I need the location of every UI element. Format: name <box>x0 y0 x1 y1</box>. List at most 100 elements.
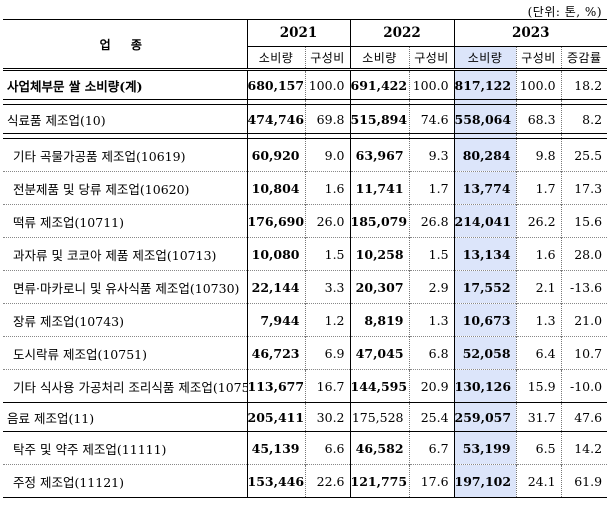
cell-consumption-2022: 691,422 <box>349 69 410 100</box>
cell-consumption-2023: 13,134 <box>453 237 517 271</box>
cell-composition-2022: 6.8 <box>408 336 455 370</box>
cell-composition-2022: 1.5 <box>408 237 455 271</box>
food-subindustry-row: 기타 식사용 가공처리 조리식품 제조업(10759) 113,677 16.7 14… <box>3 369 608 403</box>
cell-composition-2021: 1.6 <box>304 171 351 205</box>
rice-consumption-table: 업 종 2021 2022 2023 소비량 구성비 소비량 구성비 소비량 구… <box>3 19 608 498</box>
row-label: 떡류 제조업(10711) <box>3 204 247 238</box>
cell-consumption-2021: 205,411 <box>246 402 305 432</box>
cell-consumption-2023: 17,552 <box>453 270 517 304</box>
food-subindustry-row: 과자류 및 코코아 제품 제조업(10713) 10,080 1.5 10,258 1.… <box>3 237 608 271</box>
cell-growth: 14.2 <box>560 431 608 465</box>
cell-growth: 17.3 <box>560 171 608 205</box>
cell-growth: 28.0 <box>560 237 608 271</box>
cell-consumption-2022: 515,894 <box>349 104 410 134</box>
cell-consumption-2023: 52,058 <box>453 336 517 370</box>
year-header-2023: 2023 <box>453 19 608 47</box>
cell-consumption-2021: 153,446 <box>246 464 305 498</box>
col-composition-2023: 구성비 <box>515 46 562 71</box>
unit-note: (단위: 톤, %) <box>527 5 602 19</box>
cell-consumption-2023: 817,122 <box>453 69 517 100</box>
cell-composition-2023: 9.8 <box>515 138 562 172</box>
row-label: 주정 제조업(11121) <box>3 464 247 498</box>
cell-composition-2023: 31.7 <box>515 402 562 432</box>
beverage-subindustry-row: 탁주 및 약주 제조업(11111) 45,139 6.6 46,582 6.7 53,1… <box>3 431 608 465</box>
cell-consumption-2022: 185,079 <box>349 204 410 238</box>
cell-composition-2021: 100.0 <box>304 69 351 100</box>
cell-composition-2021: 16.7 <box>304 369 351 403</box>
col-consumption-2021: 소비량 <box>246 46 305 71</box>
food-subindustry-row: 도시락류 제조업(10751) 46,723 6.9 47,045 6.8 52,058 6… <box>3 336 608 370</box>
cell-composition-2021: 6.9 <box>304 336 351 370</box>
food-subindustry-row: 기타 곡물가공품 제조업(10619) 60,920 9.0 63,967 9.3 80,… <box>3 138 608 172</box>
cell-consumption-2023: 53,199 <box>453 431 517 465</box>
col-consumption-2023: 소비량 <box>453 46 517 71</box>
cell-growth: 61.9 <box>560 464 608 498</box>
cell-consumption-2021: 22,144 <box>246 270 305 304</box>
row-label: 면류·마카로니 및 유사식품 제조업(10730) <box>3 270 247 304</box>
cell-consumption-2022: 11,741 <box>349 171 410 205</box>
cell-consumption-2022: 20,307 <box>349 270 410 304</box>
cell-consumption-2023: 558,064 <box>453 104 517 134</box>
cell-composition-2023: 100.0 <box>515 69 562 100</box>
row-label: 도시락류 제조업(10751) <box>3 336 247 370</box>
cell-consumption-2021: 7,944 <box>246 303 305 337</box>
cell-growth: 21.0 <box>560 303 608 337</box>
cell-consumption-2021: 46,723 <box>246 336 305 370</box>
cell-consumption-2022: 63,967 <box>349 138 410 172</box>
row-label: 전분제품 및 당류 제조업(10620) <box>3 171 247 205</box>
cell-consumption-2023: 259,057 <box>453 402 517 432</box>
cell-composition-2021: 6.6 <box>304 431 351 465</box>
cell-consumption-2022: 121,775 <box>349 464 410 498</box>
cell-consumption-2021: 680,157 <box>246 69 305 100</box>
cell-composition-2023: 6.5 <box>515 431 562 465</box>
cell-consumption-2023: 130,126 <box>453 369 517 403</box>
cell-composition-2023: 2.1 <box>515 270 562 304</box>
cell-composition-2023: 1.3 <box>515 303 562 337</box>
cell-composition-2021: 1.2 <box>304 303 351 337</box>
cell-composition-2021: 1.5 <box>304 237 351 271</box>
cell-consumption-2022: 46,582 <box>349 431 410 465</box>
cell-consumption-2023: 80,284 <box>453 138 517 172</box>
cell-consumption-2023: 10,673 <box>453 303 517 337</box>
cell-composition-2021: 9.0 <box>304 138 351 172</box>
row-label: 탁주 및 약주 제조업(11111) <box>3 431 247 465</box>
cell-composition-2023: 1.6 <box>515 237 562 271</box>
cell-composition-2022: 17.6 <box>408 464 455 498</box>
cell-consumption-2022: 10,258 <box>349 237 410 271</box>
cell-consumption-2022: 47,045 <box>349 336 410 370</box>
cell-composition-2021: 69.8 <box>304 104 351 134</box>
cell-composition-2021: 30.2 <box>304 402 351 432</box>
cell-composition-2023: 1.7 <box>515 171 562 205</box>
col-composition-2022: 구성비 <box>408 46 455 71</box>
cell-composition-2021: 3.3 <box>304 270 351 304</box>
col-composition-2021: 구성비 <box>304 46 351 71</box>
cell-consumption-2021: 45,139 <box>246 431 305 465</box>
cell-consumption-2021: 10,080 <box>246 237 305 271</box>
food-subindustry-row: 장류 제조업(10743) 7,944 1.2 8,819 1.3 10,673 1.3 21… <box>3 303 608 337</box>
food-subindustry-row: 면류·마카로니 및 유사식품 제조업(10730) 22,144 3.3 20,307… <box>3 270 608 304</box>
row-label: 과자류 및 코코아 제품 제조업(10713) <box>3 237 247 271</box>
col-consumption-2022: 소비량 <box>349 46 410 71</box>
cell-growth: 10.7 <box>560 336 608 370</box>
cell-composition-2022: 2.9 <box>408 270 455 304</box>
cell-composition-2022: 9.3 <box>408 138 455 172</box>
cell-composition-2023: 26.2 <box>515 204 562 238</box>
cell-composition-2022: 26.8 <box>408 204 455 238</box>
food-subindustry-row: 떡류 제조업(10711) 176,690 26.0 185,079 26.8 214,0… <box>3 204 608 238</box>
row-label: 기타 식사용 가공처리 조리식품 제조업(10759) <box>3 369 247 403</box>
cell-composition-2021: 26.0 <box>304 204 351 238</box>
cell-consumption-2021: 113,677 <box>246 369 305 403</box>
cell-growth: 15.6 <box>560 204 608 238</box>
cell-composition-2023: 15.9 <box>515 369 562 403</box>
cell-consumption-2022: 144,595 <box>349 369 410 403</box>
food-subindustry-row: 전분제품 및 당류 제조업(10620) 10,804 1.6 11,741 1.7 13… <box>3 171 608 205</box>
food-group-row: 식료품 제조업(10) 474,746 69.8 515,894 74.6 55… <box>3 104 608 134</box>
beverage-group-row: 음료 제조업(11) 205,411 30.2 175,528 25.4 259… <box>3 402 608 432</box>
cell-consumption-2021: 474,746 <box>246 104 305 134</box>
cell-consumption-2021: 10,804 <box>246 171 305 205</box>
cell-consumption-2021: 60,920 <box>246 138 305 172</box>
cell-composition-2022: 25.4 <box>408 402 455 432</box>
cell-composition-2023: 6.4 <box>515 336 562 370</box>
col-growth-2023: 증감률 <box>560 46 608 71</box>
cell-composition-2022: 20.9 <box>408 369 455 403</box>
